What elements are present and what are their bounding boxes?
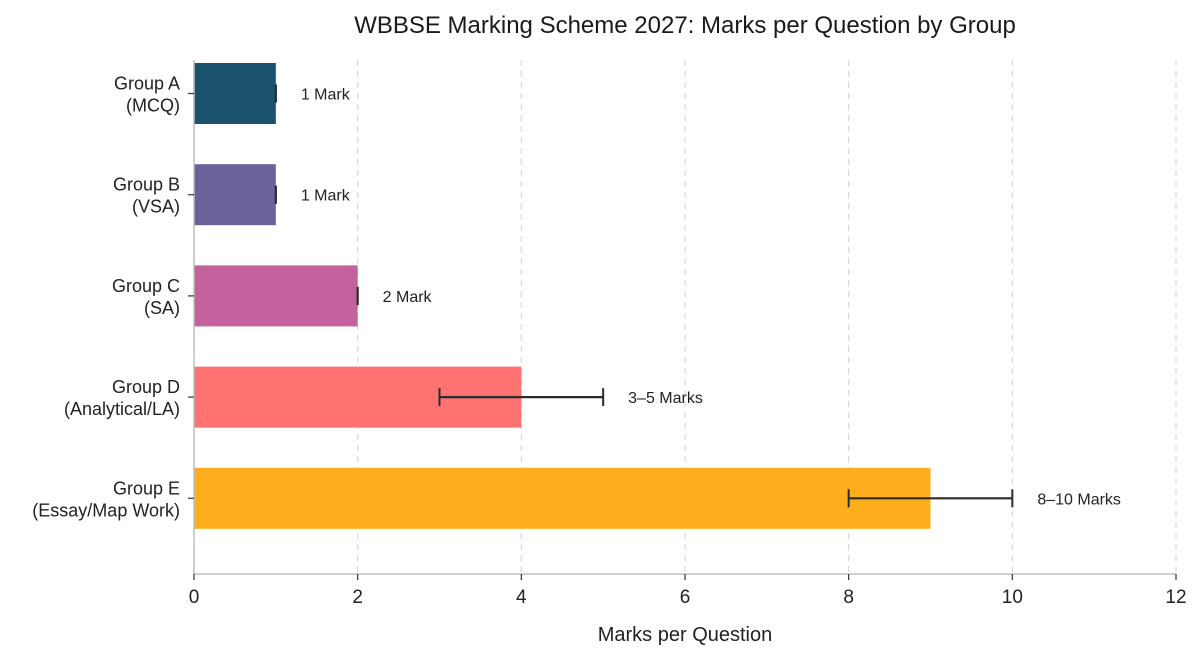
y-tick-label-line: Group D [112,377,180,397]
chart-title: WBBSE Marking Scheme 2027: Marks per Que… [354,12,1016,39]
labels-layer: 0 2 4 6 8 10 12 Group A (MCQ) 1 Mark Group B (VSA) 1… [32,74,1186,609]
x-tick-label: 0 [189,587,200,608]
x-tick-label: 6 [680,587,691,608]
x-tick-label: 12 [1165,587,1186,608]
y-tick-label-line: Group E [113,478,180,498]
y-tick-label: Group E (Essay/Map Work) [32,478,180,520]
y-tick-label: Group C (SA) [112,276,180,318]
data-label: 8–10 Marks [1037,491,1121,508]
x-tick-label: 10 [1002,587,1023,608]
data-label: 3–5 Marks [628,390,703,407]
bar [194,467,931,529]
y-tick-label: Group A (MCQ) [114,74,180,116]
y-tick-label-line: (Analytical/LA) [64,399,180,419]
x-axis-label: Marks per Question [598,624,773,646]
data-label: 2 Mark [383,289,433,306]
y-tick-label-line: (Essay/Map Work) [32,500,180,520]
bar [194,63,276,124]
y-tick-label-line: (VSA) [132,197,180,217]
y-tick-label-line: Group C [112,276,180,296]
y-tick-label-line: Group B [113,175,180,195]
error-bars-layer [274,84,1014,508]
y-tick-label: Group B (VSA) [113,175,180,217]
x-tick-label: 8 [843,587,854,608]
data-label: 1 Mark [301,87,351,104]
y-tick-label-line: (MCQ) [126,96,180,116]
data-label: 1 Mark [301,188,351,205]
y-tick-label-line: (SA) [144,298,180,318]
y-tick-label-line: Group A [114,74,180,94]
error-bar [847,489,1014,508]
bars-layer [194,63,931,529]
error-bar [438,388,605,407]
y-tick-label: Group D (Analytical/LA) [64,377,180,419]
bar [194,164,276,226]
bar [194,265,358,327]
x-tick-label: 4 [516,587,527,608]
x-tick-label: 2 [352,587,363,608]
